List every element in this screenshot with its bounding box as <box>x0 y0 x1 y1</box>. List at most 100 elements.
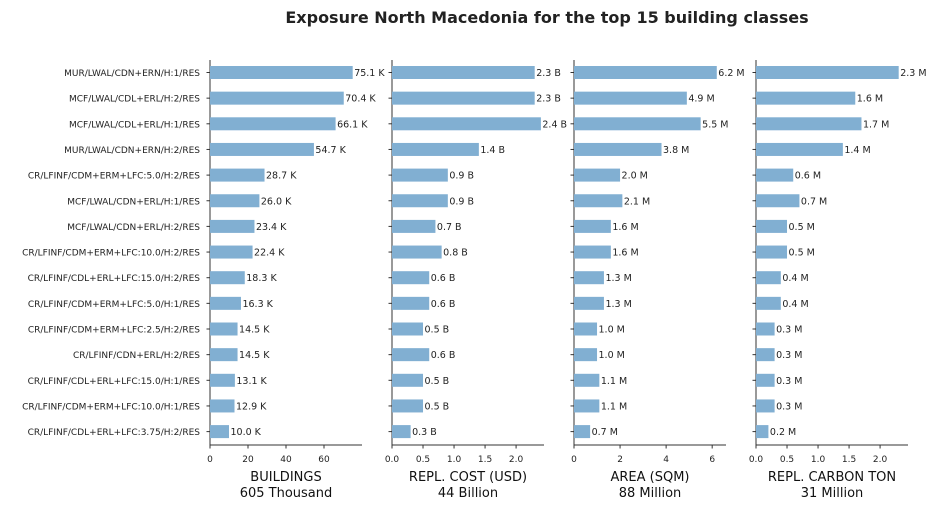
data-label: 22.4 K <box>254 248 285 259</box>
data-label: 1.0 M <box>599 325 625 336</box>
x-tick-label: 0 <box>571 455 577 465</box>
data-label: 12.9 K <box>236 401 267 412</box>
bar <box>574 117 701 131</box>
bar <box>392 322 424 336</box>
bar <box>210 322 238 336</box>
data-label: 14.5 K <box>239 350 270 361</box>
category-label: CR/LFINF/CDM+ERM+LFC:5.0/H:2/RES <box>28 172 200 182</box>
data-label: 16.3 K <box>242 299 273 310</box>
data-label: 0.3 M <box>776 376 802 387</box>
panel-total-label: 88 Million <box>619 486 682 501</box>
data-label: 0.4 M <box>782 299 808 310</box>
bar <box>392 142 479 156</box>
chart-title: Exposure North Macedonia for the top 15 … <box>285 8 809 27</box>
bar <box>756 66 899 79</box>
bar <box>210 219 255 233</box>
bar <box>392 91 535 105</box>
x-axis-label: BUILDINGS <box>250 470 321 485</box>
data-label: 13.1 K <box>236 376 267 387</box>
bar <box>574 322 598 336</box>
x-tick-label: 0.5 <box>416 455 430 465</box>
data-label: 23.4 K <box>256 222 287 233</box>
bar <box>392 271 430 285</box>
data-label: 0.3 M <box>776 401 802 412</box>
bar <box>756 399 775 413</box>
data-label: 26.0 K <box>261 196 292 207</box>
data-label: 1.4 M <box>844 145 870 156</box>
x-tick-label: 6 <box>709 455 715 465</box>
data-label: 0.5 B <box>425 325 450 336</box>
data-label: 1.7 M <box>863 119 889 130</box>
bar <box>574 373 600 387</box>
category-label: MUR/LWAL/CDN+ERN/H:1/RES <box>64 69 200 79</box>
x-tick-label: 40 <box>280 455 292 465</box>
data-label: 2.4 B <box>542 119 567 130</box>
bar <box>756 142 843 156</box>
bar <box>574 91 687 105</box>
category-label: CR/LFINF/CDL+ERL+LFC:15.0/H:2/RES <box>28 274 201 284</box>
bar <box>756 271 781 285</box>
bar <box>210 348 238 362</box>
data-label: 6.2 M <box>718 68 744 79</box>
data-label: 2.3 B <box>536 68 561 79</box>
bar <box>210 373 235 387</box>
data-label: 2.3 B <box>536 94 561 105</box>
bar <box>574 296 604 310</box>
bar <box>210 142 314 156</box>
x-tick-label: 0.0 <box>749 455 764 465</box>
bar <box>756 168 794 182</box>
bar <box>574 271 604 285</box>
data-label: 54.7 K <box>315 145 346 156</box>
data-label: 0.7 B <box>437 222 462 233</box>
data-label: 2.0 M <box>622 171 648 182</box>
panel-total-label: 31 Million <box>801 486 864 501</box>
data-label: 0.6 B <box>431 350 456 361</box>
bar <box>756 296 781 310</box>
data-label: 1.1 M <box>601 376 627 387</box>
x-tick-label: 4 <box>663 455 669 465</box>
data-label: 1.6 M <box>612 222 638 233</box>
bar <box>756 322 775 336</box>
category-label: CR/LFINF/CDM+ERM+LFC:10.0/H:1/RES <box>22 402 200 412</box>
data-label: 0.6 B <box>431 273 456 284</box>
bar <box>210 117 336 131</box>
category-label: MCF/LWAL/CDN+ERL/H:1/RES <box>67 197 200 207</box>
bar <box>756 373 775 387</box>
data-label: 1.4 B <box>480 145 505 156</box>
category-label: MUR/LWAL/CDN+ERN/H:2/RES <box>64 146 200 156</box>
bar <box>574 168 621 182</box>
x-tick-label: 0 <box>207 455 213 465</box>
bar <box>574 194 623 208</box>
bar <box>392 66 535 79</box>
x-tick-label: 1.5 <box>478 455 492 465</box>
bar <box>210 271 245 285</box>
data-label: 70.4 K <box>345 94 376 105</box>
category-label: MCF/LWAL/CDL+ERL/H:2/RES <box>69 95 200 105</box>
bar <box>210 399 235 413</box>
bar <box>210 66 353 79</box>
data-label: 10.0 K <box>231 427 262 438</box>
category-label: CR/LFINF/CDM+ERM+LFC:2.5/H:2/RES <box>28 326 200 336</box>
bar <box>756 117 862 131</box>
data-label: 1.3 M <box>605 273 631 284</box>
x-axis-label: AREA (SQM) <box>610 470 689 485</box>
bar <box>574 399 600 413</box>
bar <box>756 219 788 233</box>
bar <box>574 66 717 79</box>
bar <box>210 425 229 439</box>
data-label: 1.6 M <box>612 248 638 259</box>
x-tick-label: 60 <box>318 455 330 465</box>
bar <box>392 348 430 362</box>
data-label: 0.8 B <box>443 248 468 259</box>
bar <box>574 219 611 233</box>
data-label: 0.3 M <box>776 350 802 361</box>
bar <box>392 245 442 259</box>
bar <box>756 348 775 362</box>
bar <box>574 142 662 156</box>
data-label: 0.6 B <box>431 299 456 310</box>
data-label: 0.9 B <box>449 196 474 207</box>
x-tick-label: 2 <box>617 455 623 465</box>
bar <box>210 245 253 259</box>
data-label: 0.7 M <box>592 427 618 438</box>
